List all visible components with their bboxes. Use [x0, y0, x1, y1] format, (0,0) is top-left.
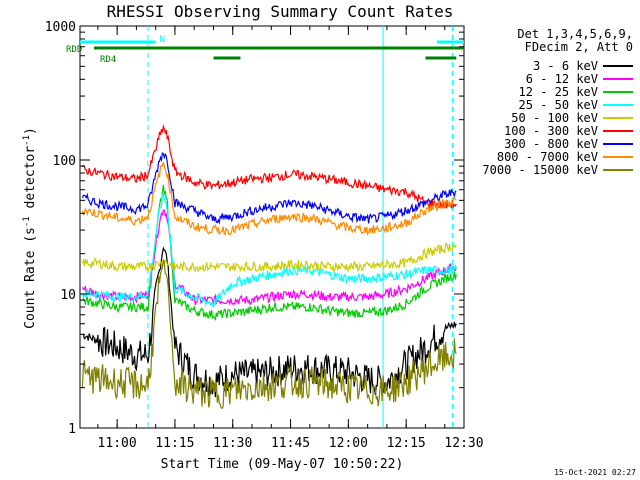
y-tick-label: 100 [53, 154, 76, 169]
y-tick-label: 1000 [45, 20, 76, 35]
y-axis-label-part1: Count Rate (s [23, 227, 38, 329]
y-axis-label-sup1: -1 [22, 216, 32, 227]
series-line-7 [81, 161, 457, 237]
y-axis-label-part2: detector [23, 146, 38, 217]
legend-label-7: 800 - 7000 keV [497, 150, 598, 164]
series-line-2 [81, 185, 457, 322]
y-axis-label-part3: ) [23, 127, 38, 135]
series-line-1 [81, 209, 457, 306]
legend-label-1: 6 - 12 keV [526, 72, 598, 86]
flag-label-rd4: RD4 [100, 55, 116, 65]
plot-frame [79, 25, 465, 429]
legend: Det 1,3,4,5,6,9, FDecim 2, Att 0 3 - 6 k… [482, 27, 633, 177]
x-axis-label: Start Time (09-May-07 10:50:22) [161, 457, 404, 472]
footer-date: 15-Oct-2021 02:27 [554, 468, 636, 477]
y-axis-label-sup2: -1 [22, 135, 32, 146]
legend-label-4: 50 - 100 keV [511, 111, 598, 125]
series-layer [81, 124, 457, 409]
series-line-4 [81, 242, 457, 274]
chart-title: RHESSI Observing Summary Count Rates [107, 2, 454, 21]
axes-layer: 11:00 11:15 11:30 11:45 12:00 12:15 12:30 1 10 10… [45, 20, 484, 451]
series-line-6 [81, 151, 457, 226]
legend-label-3: 25 - 50 keV [519, 98, 598, 112]
x-tick-label: 11:45 [271, 436, 310, 451]
flag-label-n: N [160, 35, 165, 45]
x-tick-label: 11:15 [155, 436, 194, 451]
x-tick-label: 12:00 [329, 436, 368, 451]
series-line-8 [81, 259, 457, 409]
legend-label-6: 300 - 800 keV [504, 137, 598, 151]
legend-label-5: 100 - 300 keV [504, 124, 598, 138]
x-tick-label: 12:15 [387, 436, 426, 451]
series-line-5 [81, 124, 457, 210]
legend-header-line1: Det 1,3,4,5,6,9, [517, 27, 633, 41]
legend-header-line2: FDecim 2, Att 0 [525, 40, 633, 54]
y-tick-label: 1 [68, 422, 76, 437]
legend-label-8: 7000 - 15000 keV [482, 163, 598, 177]
series-line-3 [81, 192, 457, 309]
legend-label-0: 3 - 6 keV [533, 59, 598, 73]
flags-layer: N RDD RD4 [66, 35, 464, 65]
x-tick-label: 11:00 [98, 436, 137, 451]
y-axis-label: Count Rate (s-1 detector-1) [22, 127, 38, 329]
x-tick-label: 11:30 [213, 436, 252, 451]
x-tick-label: 12:30 [444, 436, 483, 451]
legend-label-2: 12 - 25 keV [519, 85, 598, 99]
flag-label-rdd: RDD [66, 45, 82, 55]
y-tick-label: 10 [60, 288, 76, 303]
